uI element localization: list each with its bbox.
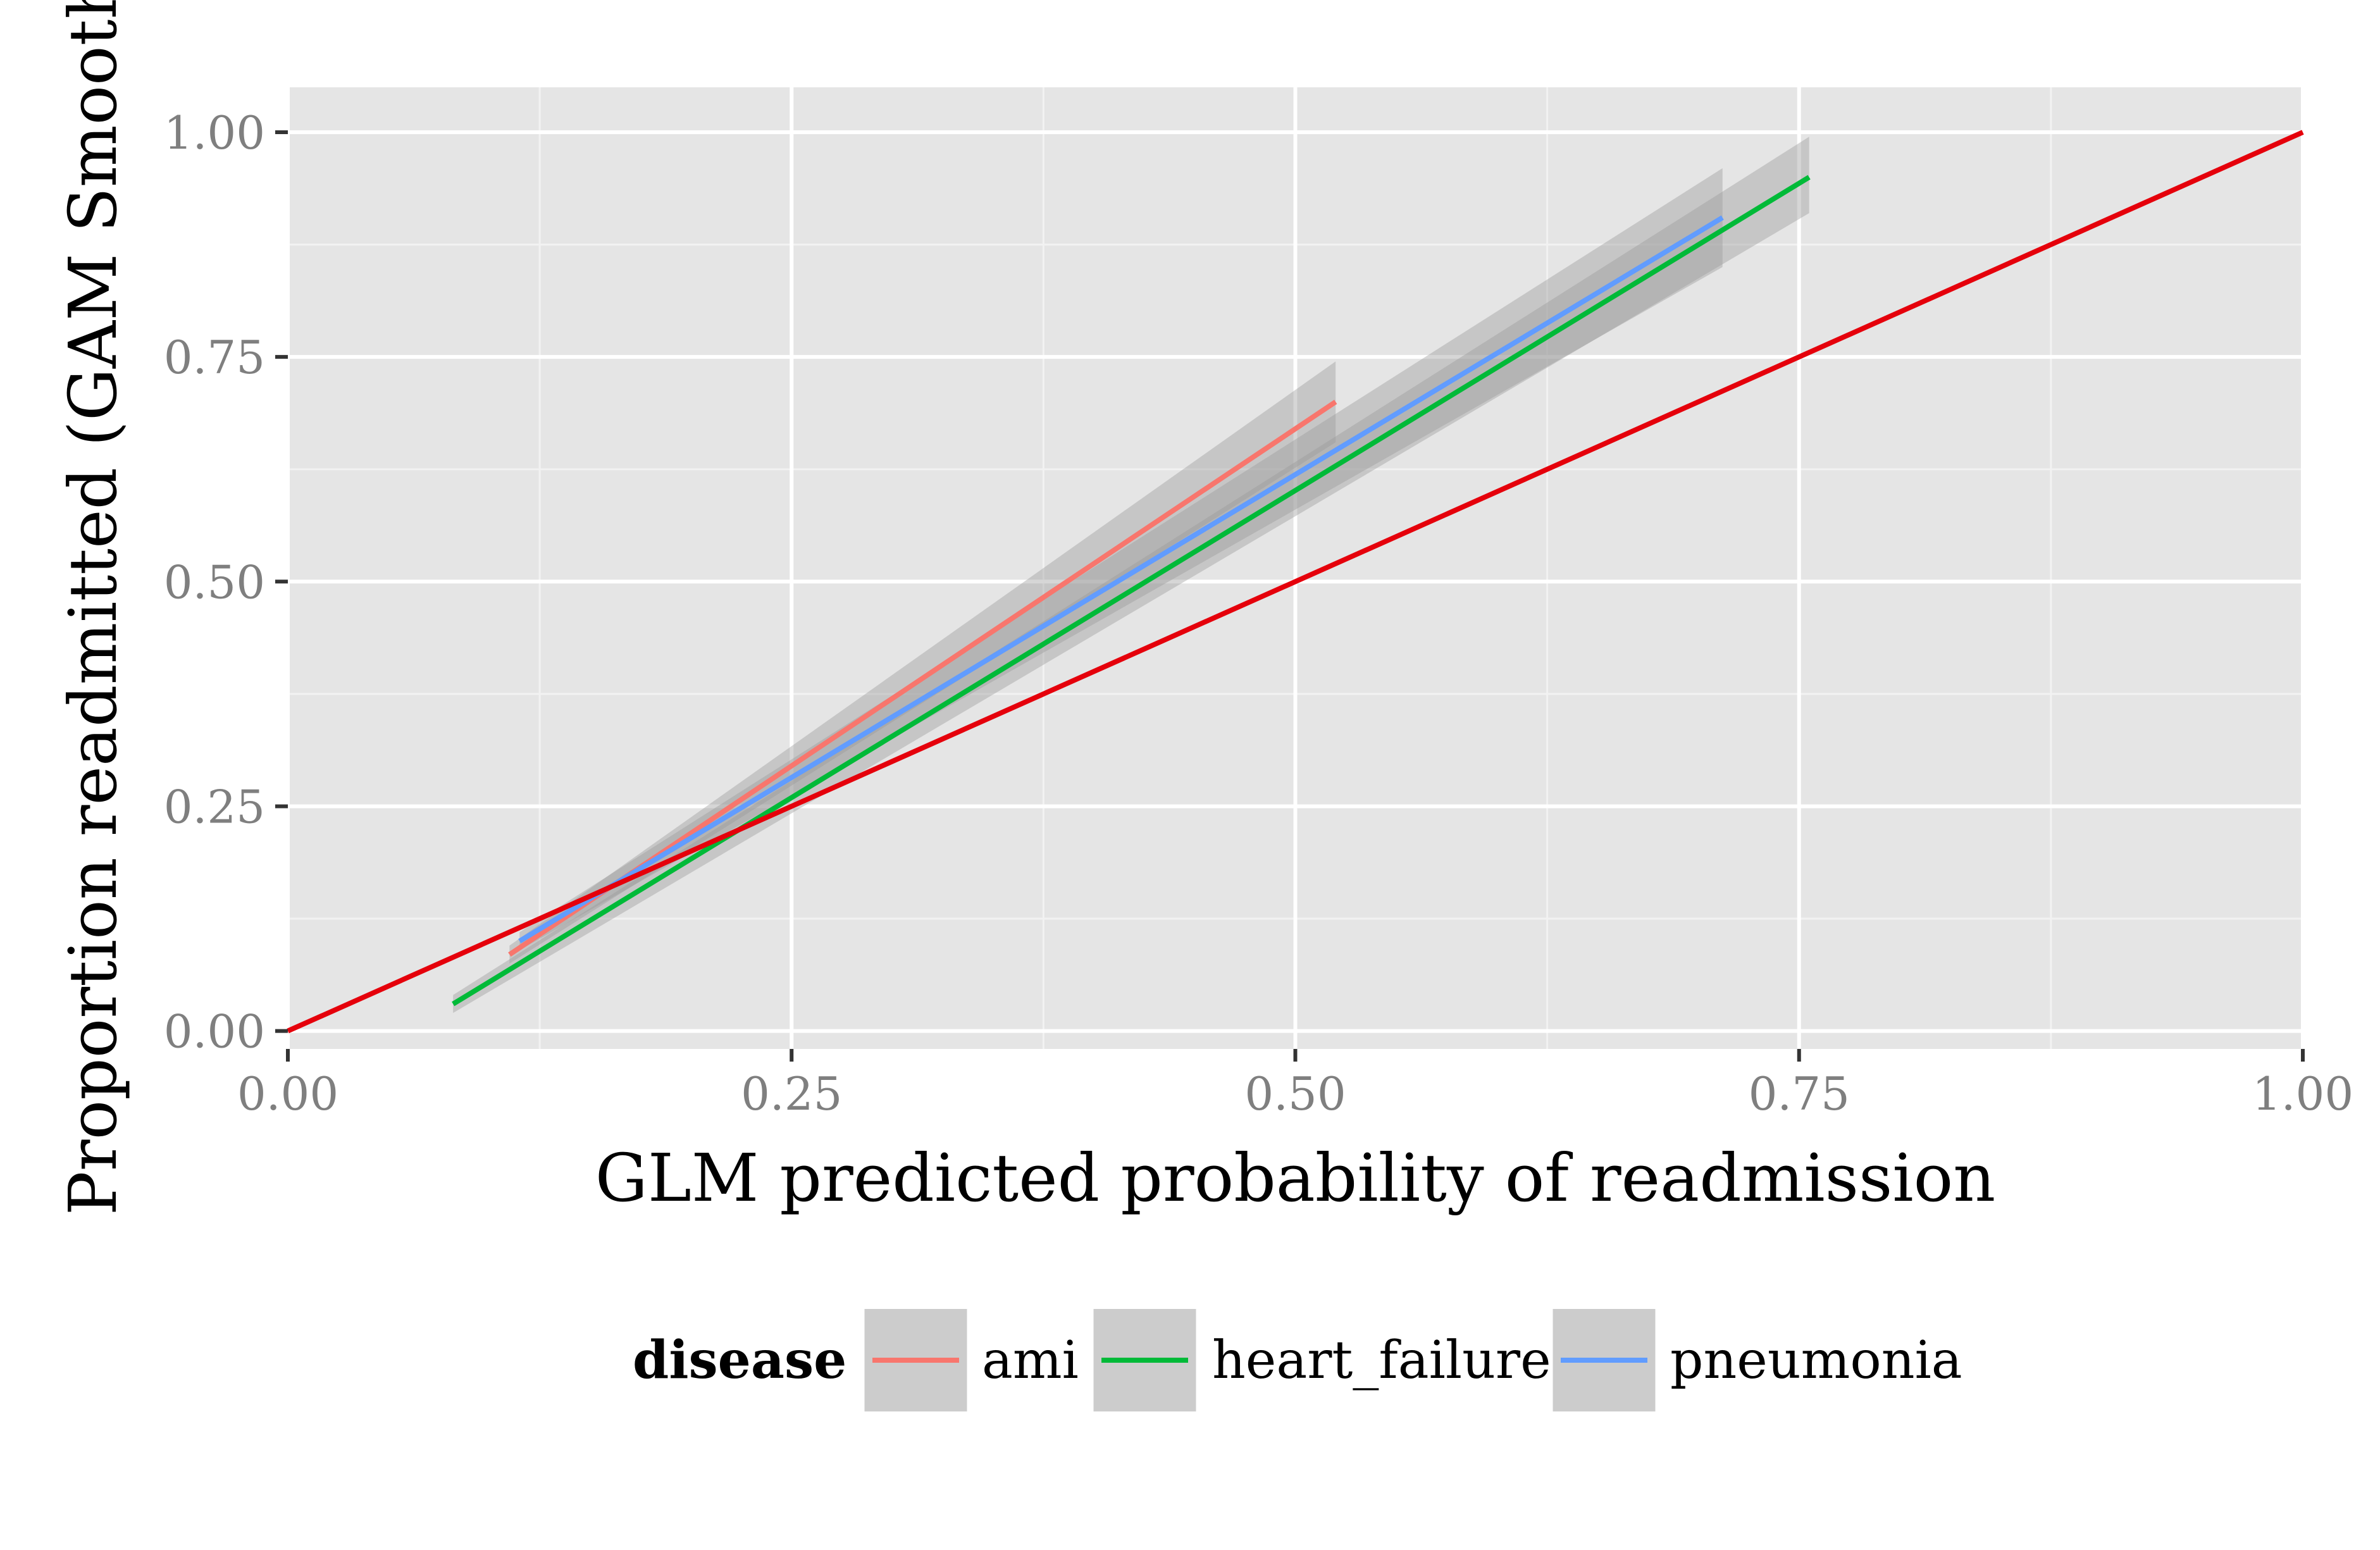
- confidence-band-ami: [509, 361, 1336, 964]
- major-gridlines: [286, 87, 2305, 1049]
- legend: disease ami heart_failure pneumonia: [633, 1307, 1962, 1413]
- x-tick-label: 0.00: [237, 1067, 338, 1120]
- series-line-pneumonia: [518, 215, 1724, 943]
- legend-label-heart-failure: heart_failure: [1212, 1330, 1551, 1391]
- y-axis-title: Proportion readmitted (GAM Smoothed): [54, 0, 132, 1215]
- y-tick-label: 0.75: [164, 331, 265, 384]
- y-tick-label: 0.00: [164, 1005, 265, 1058]
- series-line-heart-failure: [452, 175, 1811, 1007]
- y-tick-label: 0.25: [164, 780, 265, 833]
- y-tick-label: 0.50: [164, 555, 265, 609]
- reference-line: [287, 130, 2304, 1034]
- x-axis-title: GLM predicted probability of readmission: [595, 1139, 1996, 1217]
- legend-label-ami: ami: [982, 1330, 1079, 1391]
- x-tick-label: 0.50: [1244, 1067, 1346, 1120]
- x-tick-label: 0.25: [741, 1067, 842, 1120]
- axes: 0.00 0.25 0.50 0.75 1.00 0.00 0.25 0.50 0.75 1.00: [164, 106, 2353, 1120]
- legend-label-pneumonia: pneumonia: [1670, 1330, 1962, 1391]
- x-tick-label: 0.75: [1749, 1067, 1850, 1120]
- confidence-band-pneumonia: [519, 168, 1723, 950]
- x-tick-label: 1.00: [2252, 1067, 2353, 1120]
- reference-line-group: [287, 130, 2304, 1034]
- legend-title: disease: [633, 1330, 846, 1391]
- series-lines: [452, 175, 1811, 1007]
- y-tick-label: 1.00: [164, 106, 265, 159]
